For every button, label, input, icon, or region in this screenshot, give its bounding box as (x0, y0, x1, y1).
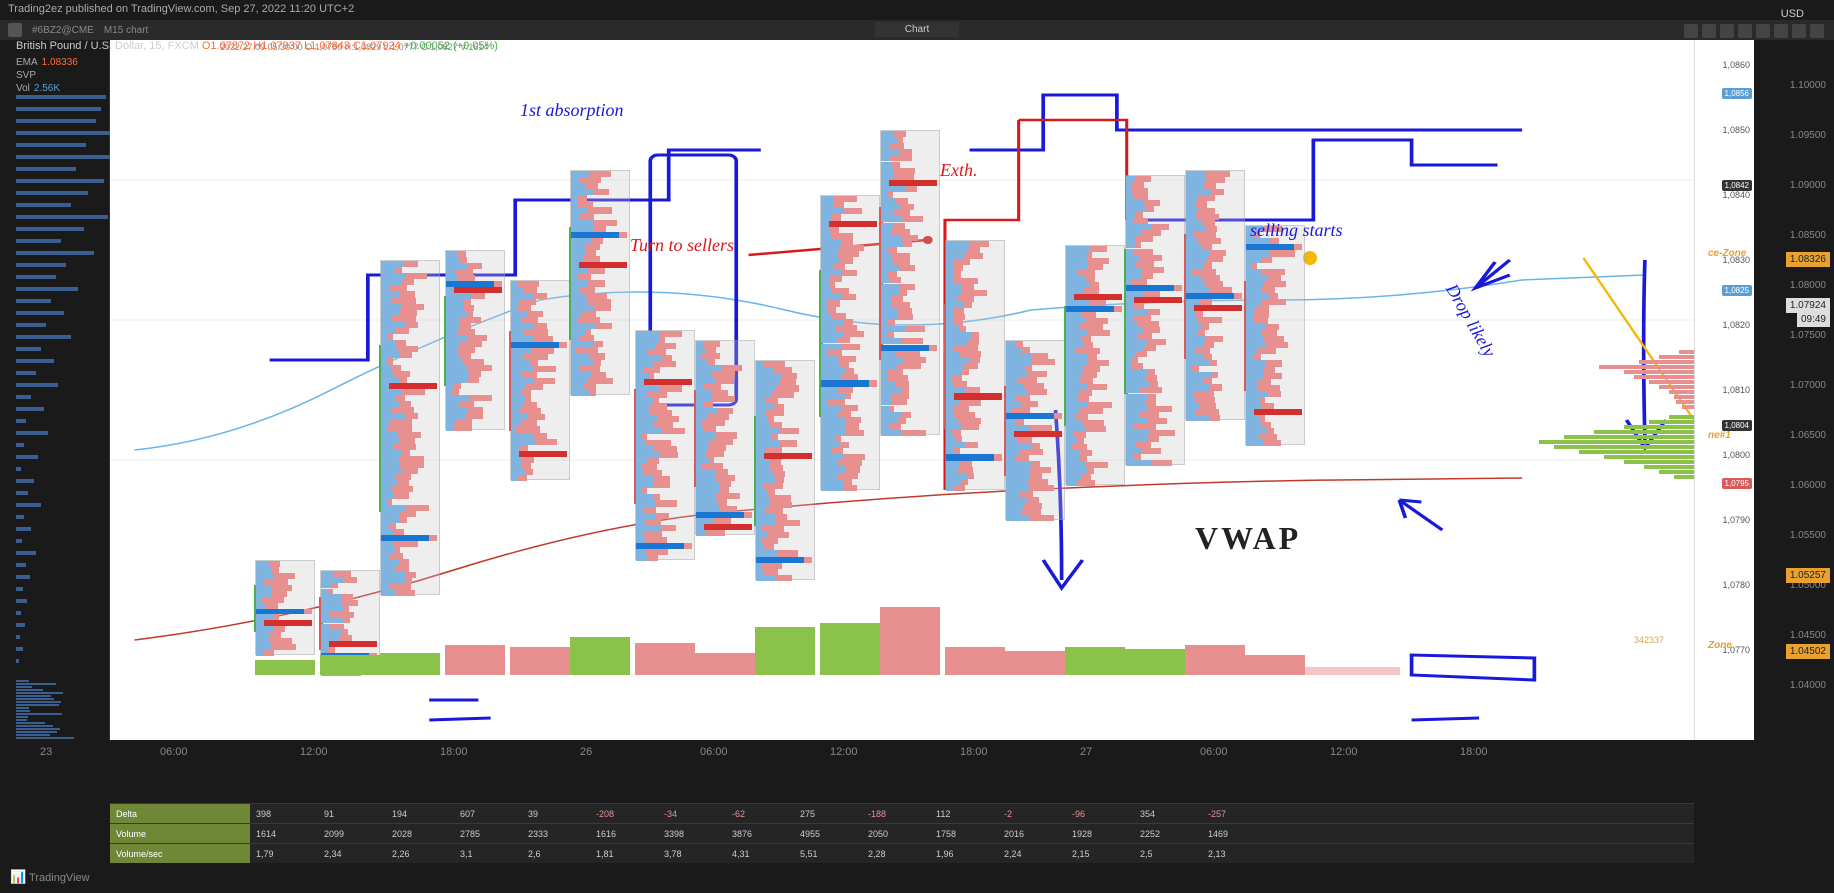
ind-svp[interactable]: SVP (16, 70, 36, 81)
footprint-bar (510, 280, 570, 480)
ohlc-h: H1.07937 (253, 40, 301, 52)
timeframe: M15 chart (104, 25, 148, 36)
tool-icon[interactable] (1792, 24, 1806, 38)
footprint-bar (635, 330, 695, 560)
pair-name: British Pound / U.S. Dollar, 15, FXCM (16, 40, 199, 52)
footprint-bar (380, 260, 440, 595)
footprint-bar (1185, 170, 1245, 420)
volume-profile-left (0, 40, 110, 740)
tradingview-logo[interactable]: 📊 TradingView (10, 869, 90, 885)
table-row: Delta3989119460739-208-34-62275-188112-2… (110, 803, 1694, 823)
footprint-bar (945, 240, 1005, 490)
footprint-bar (1245, 225, 1305, 445)
annotation: Turn to sellers (630, 235, 734, 256)
ind-vol[interactable]: Vol (16, 83, 30, 94)
ohlc-o: O1.07872 (202, 40, 250, 52)
footprint-bar (570, 170, 630, 395)
footprint-bar (880, 130, 940, 435)
footprint-table: Delta3989119460739-208-34-62275-188112-2… (110, 803, 1694, 863)
ohlc-chg: +0.00052 (+0.05%) (404, 40, 498, 52)
time-axis: 2306:0012:0018:002606:0012:0018:002706:0… (0, 740, 1834, 770)
annotation: 1st absorption (520, 100, 624, 121)
chart-title: British Pound / U.S. Dollar, 15, FXCM O1… (16, 40, 498, 52)
footprint-bar (1125, 175, 1185, 465)
ohlc-c: C1.07924 (353, 40, 401, 52)
tool-icon[interactable] (1720, 24, 1734, 38)
footprint-bar (820, 195, 880, 490)
tool-icon[interactable] (1774, 24, 1788, 38)
ind-ema-val: 1.08336 (42, 57, 78, 68)
annotation: VWAP (1195, 520, 1301, 557)
table-row: Volume/sec1,792,342,263,12,61,813,784,31… (110, 843, 1694, 863)
footprint-bar (445, 250, 505, 430)
chart-tab[interactable]: Chart (875, 22, 959, 37)
menu-icon[interactable] (8, 23, 22, 37)
ind-vol-val: 2.56K (34, 83, 60, 94)
ind-ema[interactable]: EMA (16, 57, 38, 68)
footprint-bar (255, 560, 315, 655)
footprint-bar (695, 340, 755, 535)
session-volume: 342337 (1634, 635, 1664, 645)
footprint-bar (1065, 245, 1125, 485)
ohlc-l: L1.07843 (304, 40, 350, 52)
price-axis-inner: 1,08601,08501,08401,08301,08201,08101,08… (1694, 40, 1754, 740)
symbol: #6BZ2@CME (32, 25, 94, 36)
tool-icon[interactable] (1702, 24, 1716, 38)
drop-marker (1303, 251, 1317, 265)
tool-icon[interactable] (1684, 24, 1698, 38)
toolbar-right-icons (1684, 24, 1824, 38)
annotation: Exth. (940, 160, 978, 181)
tool-icon[interactable] (1756, 24, 1770, 38)
table-row: Volume1614209920282785233316163398387649… (110, 823, 1694, 843)
annotation: Drop likely (1441, 280, 1500, 360)
publish-header: Trading2ez published on TradingView.com,… (0, 0, 1834, 20)
tool-icon[interactable] (1738, 24, 1752, 38)
chart-canvas[interactable]: 2022.27.09 05:30:00 O:1,0780 H:1,0829 L:… (110, 40, 1694, 740)
price-axis-outer: 1.100001.095001.090001.085001.080001.075… (1754, 40, 1834, 740)
indicator-list: EMA 1.08336 SVP Vol 2.56K (16, 56, 78, 95)
tool-icon[interactable] (1810, 24, 1824, 38)
main-chart: 2022.27.09 05:30:00 O:1,0780 H:1,0829 L:… (0, 40, 1834, 740)
footprint-bar (755, 360, 815, 580)
footprint-bar (1005, 340, 1065, 520)
currency-label: USD (1781, 8, 1804, 20)
